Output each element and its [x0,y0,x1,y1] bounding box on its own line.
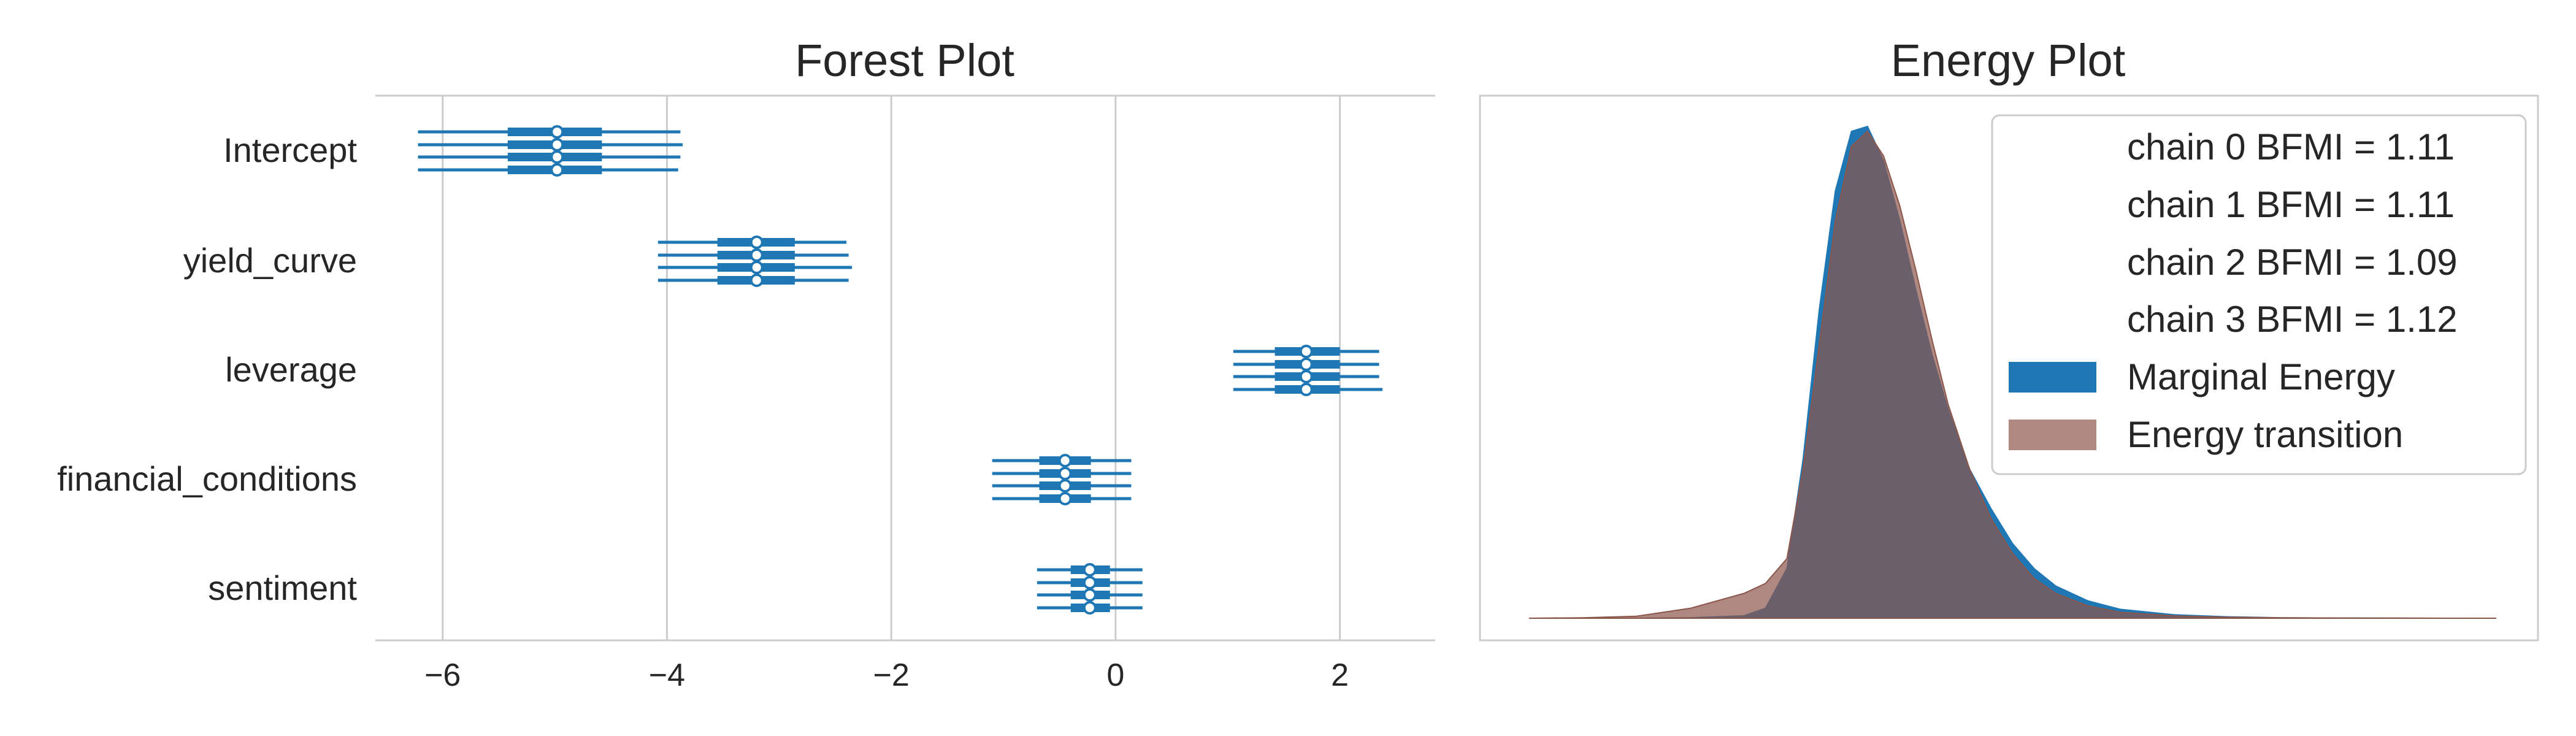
forest-median-point [1058,479,1072,493]
energy-areas [1528,125,2497,619]
legend-entry: Energy transition [2127,414,2403,455]
forest-param-label: leverage [225,350,357,389]
forest-median-point [550,138,564,151]
energy-transition-area [1528,130,2497,619]
forest-plot-panel: Forest Plot −6 −4 −2 0 2 Intercept yield_curv… [57,35,1435,693]
forest-median-point [1058,467,1072,480]
forest-median-point [1058,492,1072,505]
forest-median-point [1083,563,1097,577]
forest-median-point [749,236,764,249]
legend-energy-transition-swatch [2009,420,2096,450]
forest-gridlines [442,96,1341,640]
forest-y-labels: Intercept yield_curve leverage financial_co… [57,131,357,607]
energy-legend: chain 0 BFMI = 1.11 chain 1 BFMI = 1.11 ch… [1991,114,2527,475]
forest-median-point [749,248,764,262]
legend-marginal-energy-swatch [2009,362,2096,393]
legend-entry: chain 3 BFMI = 1.12 [2127,299,2458,340]
forest-median-point [550,163,564,177]
forest-median-point [1058,454,1072,467]
forest-x-tick-label: 0 [1106,657,1124,693]
forest-median-point [1083,588,1097,602]
forest-x-tick-label: 2 [1331,657,1349,693]
forest-median-point [1299,370,1313,383]
energy-plot-panel: Energy Plot chain 0 BFMI = 1.11 chain 1 B… [1479,35,2539,642]
forest-median-point [1083,576,1097,589]
forest-x-tick-label: −4 [649,657,685,693]
legend-entry: chain 0 BFMI = 1.11 [2127,126,2455,167]
energy-plot-frame [1479,94,2539,642]
forest-x-tick-label: −2 [873,657,909,693]
legend-box [1991,114,2527,475]
energy-plot-title: Energy Plot [1891,35,2126,86]
legend-entry: chain 1 BFMI = 1.11 [2127,184,2455,225]
forest-median-point [1083,601,1097,615]
forest-param-label: financial_conditions [57,459,357,498]
forest-x-ticks: −6 −4 −2 0 2 [424,657,1349,693]
forest-median-point [550,150,564,164]
forest-median-point [1299,345,1313,358]
forest-param-label: Intercept [223,131,357,169]
forest-param-label: sentiment [208,569,357,607]
forest-median-point [550,125,564,139]
forest-marks [418,125,1383,615]
forest-plot-title: Forest Plot [795,35,1014,86]
forest-x-tick-label: −6 [424,657,461,693]
forest-median-point [749,261,764,274]
forest-param-label: yield_curve [183,241,357,280]
legend-entry: chain 2 BFMI = 1.09 [2127,242,2458,283]
forest-median-point [1299,358,1313,371]
legend-entry: Marginal Energy [2127,356,2395,397]
forest-median-point [749,274,764,287]
forest-median-point [1299,383,1313,396]
